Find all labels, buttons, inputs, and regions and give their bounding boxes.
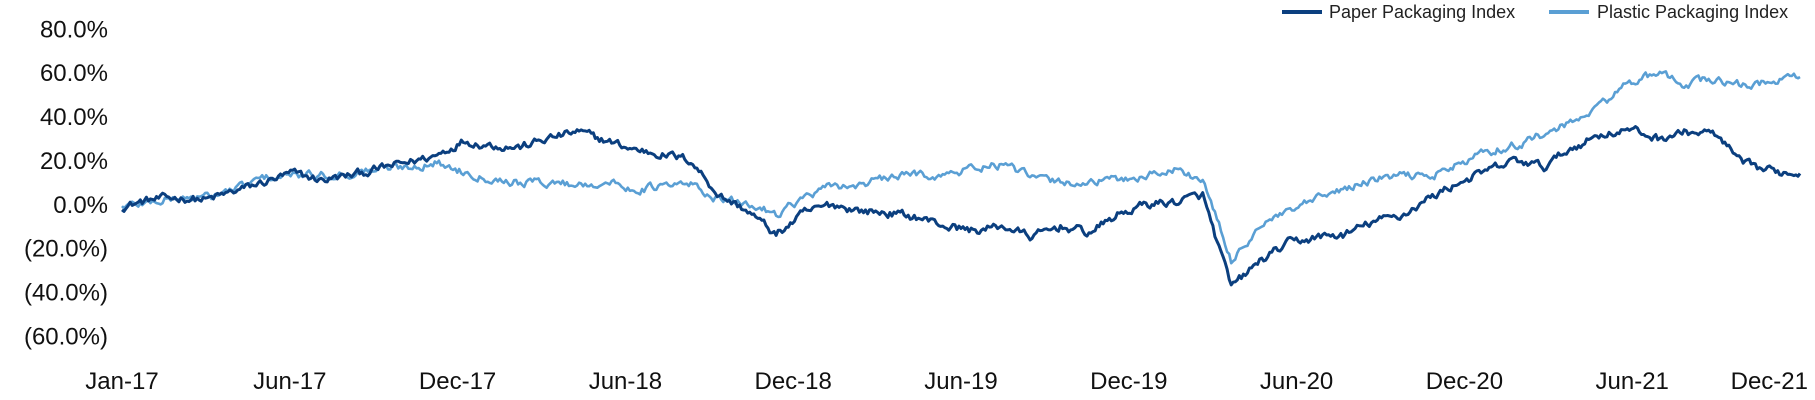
legend-label: Plastic Packaging Index (1597, 2, 1788, 22)
x-tick-label: Dec-18 (755, 368, 832, 395)
y-tick-label: (40.0%) (24, 279, 108, 306)
x-tick-label: Jun-20 (1260, 368, 1333, 395)
y-tick-label: (60.0%) (24, 323, 108, 350)
y-tick-label: 20.0% (40, 148, 108, 175)
y-tick-label: 40.0% (40, 104, 108, 131)
x-tick-label: Jun-18 (589, 368, 662, 395)
y-tick-label: 60.0% (40, 60, 108, 87)
x-tick-label: Jun-21 (1596, 368, 1669, 395)
y-tick-label: (20.0%) (24, 236, 108, 263)
x-axis: Jan-17 Jun-17 Dec-17 Jun-18 Dec-18 Jun-19 Dec-… (85, 368, 1808, 395)
x-tick-label: Dec-20 (1426, 368, 1503, 395)
legend: Paper Packaging Index Plastic Packaging I… (1282, 2, 1788, 22)
series-line-paper (121, 125, 1802, 287)
series-line-plastic (121, 70, 1801, 265)
legend-label: Paper Packaging Index (1329, 2, 1515, 22)
x-tick-label: Dec-17 (419, 368, 496, 395)
x-tick-label: Jun-19 (924, 368, 997, 395)
x-tick-label: Jun-17 (253, 368, 326, 395)
y-axis: 80.0% 60.0% 40.0% 20.0% 0.0% (20.0%) (40.0%) (6… (24, 16, 108, 350)
y-tick-label: 0.0% (53, 192, 108, 219)
plot-area (121, 70, 1802, 287)
x-tick-label: Dec-19 (1090, 368, 1167, 395)
x-tick-label: Jan-17 (85, 368, 158, 395)
x-tick-label: Dec-21 (1731, 368, 1808, 395)
y-tick-label: 80.0% (40, 16, 108, 43)
